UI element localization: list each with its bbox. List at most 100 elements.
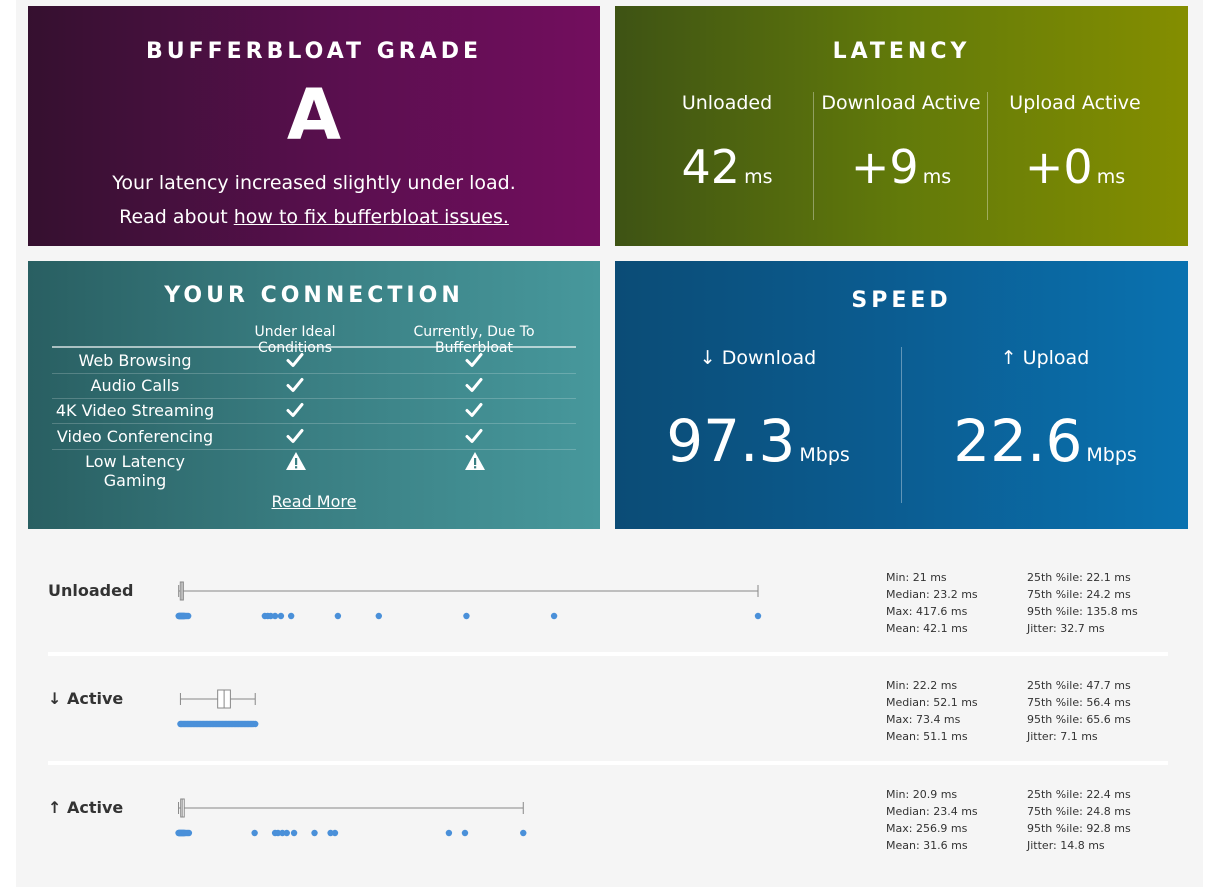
stat-value: 75th %ile: 56.4 ms bbox=[1027, 696, 1131, 709]
latency-card: LATENCY Unloaded 42 ms Download Active +9… bbox=[615, 6, 1188, 246]
read-about-prefix: Read about bbox=[119, 206, 234, 228]
check-icon bbox=[464, 375, 484, 395]
boxplot bbox=[175, 581, 762, 620]
connection-row-label: Low Latency Gaming bbox=[85, 452, 185, 490]
read-more-link[interactable]: Read More bbox=[271, 492, 357, 511]
check-icon bbox=[285, 400, 305, 420]
stat-label: ↑ Active bbox=[48, 798, 124, 817]
connection-row: Video Conferencing bbox=[52, 424, 576, 450]
speed-title: SPEED bbox=[851, 288, 952, 313]
grade-letter: A bbox=[286, 74, 342, 156]
stat-value: 25th %ile: 47.7 ms bbox=[1027, 679, 1131, 692]
stat-value: Min: 20.9 ms bbox=[886, 788, 958, 801]
divider bbox=[987, 92, 988, 220]
stat-summary-left: Min: 22.2 ms Median: 52.1 ms Max: 73.4 ms M… bbox=[886, 677, 978, 745]
connection-title: YOUR CONNECTION bbox=[164, 283, 464, 308]
boxplot bbox=[177, 689, 259, 728]
latency-value: +0 ms bbox=[1024, 140, 1126, 194]
connection-row-label: Audio Calls bbox=[90, 376, 180, 395]
warning-icon bbox=[285, 451, 306, 471]
divider bbox=[813, 92, 814, 220]
check-icon bbox=[464, 350, 484, 370]
sample-point bbox=[277, 612, 285, 620]
speed-label: ↓ Download bbox=[699, 347, 817, 369]
stat-summary-left: Min: 21 ms Median: 23.2 ms Max: 417.6 ms Me… bbox=[886, 569, 978, 637]
sample-point bbox=[550, 612, 558, 620]
sample-point bbox=[283, 829, 290, 837]
stat-value: 95th %ile: 92.8 ms bbox=[1027, 822, 1131, 835]
divider bbox=[901, 347, 902, 503]
stat-value: Jitter: 14.8 ms bbox=[1027, 839, 1105, 852]
check-icon bbox=[464, 400, 484, 420]
stat-value: 95th %ile: 65.6 ms bbox=[1027, 713, 1131, 726]
stat-label: ↓ Active bbox=[48, 689, 124, 708]
latency-value: +9 ms bbox=[850, 140, 952, 194]
grade-description: Your latency increased slightly under lo… bbox=[112, 172, 516, 194]
sample-point bbox=[271, 612, 279, 620]
latency-upload-active: Upload Active +0 ms bbox=[988, 92, 1162, 190]
connection-row: Web Browsing bbox=[52, 348, 576, 374]
check-icon bbox=[285, 375, 305, 395]
stat-value: Max: 256.9 ms bbox=[886, 822, 968, 835]
stat-value: Max: 73.4 ms bbox=[886, 713, 961, 726]
stat-value: 75th %ile: 24.8 ms bbox=[1027, 805, 1131, 818]
stat-value: Jitter: 7.1 ms bbox=[1027, 730, 1098, 743]
stat-value: Mean: 51.1 ms bbox=[886, 730, 968, 743]
grade-title: BUFFERBLOAT GRADE bbox=[145, 39, 483, 64]
sample-point bbox=[279, 829, 286, 837]
sample-point bbox=[334, 612, 342, 620]
stat-summary-right: 25th %ile: 47.7 ms 75th %ile: 56.4 ms 95th… bbox=[1027, 677, 1131, 745]
sample-point bbox=[331, 829, 339, 837]
connection-row: Audio Calls bbox=[52, 373, 576, 399]
sample-point bbox=[463, 612, 470, 620]
latency-title: LATENCY bbox=[832, 39, 971, 64]
stat-summary-right: 25th %ile: 22.4 ms 75th %ile: 24.8 ms 95th… bbox=[1027, 786, 1131, 854]
sample-point bbox=[185, 829, 193, 837]
stat-value: Median: 52.1 ms bbox=[886, 696, 978, 709]
stat-value: 75th %ile: 24.2 ms bbox=[1027, 588, 1131, 601]
stat-value: Max: 417.6 ms bbox=[886, 605, 968, 618]
sample-point bbox=[311, 829, 318, 837]
check-icon bbox=[285, 426, 305, 446]
latency-label: Unloaded bbox=[681, 92, 773, 114]
stat-value: Jitter: 32.7 ms bbox=[1027, 622, 1105, 635]
stats-separator bbox=[48, 761, 1168, 765]
stat-value: 95th %ile: 135.8 ms bbox=[1027, 605, 1138, 618]
stat-value: Min: 22.2 ms bbox=[886, 679, 958, 692]
sample-point bbox=[252, 720, 259, 728]
speed-upload: ↑ Upload 22.6 Mbps bbox=[902, 347, 1188, 470]
header-current: Currently, Due To Bufferbloat bbox=[413, 324, 535, 356]
speed-download: ↓ Download 97.3 Mbps bbox=[615, 347, 901, 470]
sample-point bbox=[251, 829, 258, 837]
connection-row: Low Latency Gaming bbox=[52, 449, 576, 490]
table-header-rule bbox=[52, 346, 576, 348]
stats-separator bbox=[48, 652, 1168, 656]
check-icon bbox=[464, 426, 484, 446]
stat-value: Mean: 31.6 ms bbox=[886, 839, 968, 852]
stat-label: Unloaded bbox=[48, 581, 134, 600]
connection-row: 4K Video Streaming bbox=[52, 398, 576, 424]
stat-value: Min: 21 ms bbox=[886, 571, 947, 584]
stat-summary-left: Min: 20.9 ms Median: 23.4 ms Max: 256.9 ms… bbox=[886, 786, 978, 854]
stat-value: 25th %ile: 22.1 ms bbox=[1027, 571, 1131, 584]
latency-label: Download Active bbox=[821, 92, 981, 114]
speed-value: 22.6 Mbps bbox=[953, 407, 1137, 475]
sample-point bbox=[274, 829, 282, 837]
sample-point bbox=[327, 829, 334, 837]
fix-bufferbloat-link[interactable]: how to fix bufferbloat issues. bbox=[233, 206, 509, 228]
latency-value: 42 ms bbox=[681, 140, 773, 194]
read-more: Read More bbox=[28, 492, 600, 511]
sample-point bbox=[445, 829, 453, 837]
sample-point bbox=[375, 612, 382, 620]
warning-icon bbox=[464, 451, 485, 471]
sample-point bbox=[461, 829, 469, 837]
latency-label: Upload Active bbox=[1009, 92, 1141, 114]
stat-value: Median: 23.2 ms bbox=[886, 588, 978, 601]
sample-point bbox=[287, 612, 295, 620]
stat-value: Mean: 42.1 ms bbox=[886, 622, 968, 635]
speed-card: SPEED ↓ Download 97.3 Mbps ↑ Upload 22.6 M… bbox=[615, 261, 1188, 529]
boxplot bbox=[175, 798, 527, 837]
check-icon bbox=[285, 350, 305, 370]
sample-point bbox=[290, 829, 298, 837]
connection-row-label: Video Conferencing bbox=[56, 427, 214, 446]
